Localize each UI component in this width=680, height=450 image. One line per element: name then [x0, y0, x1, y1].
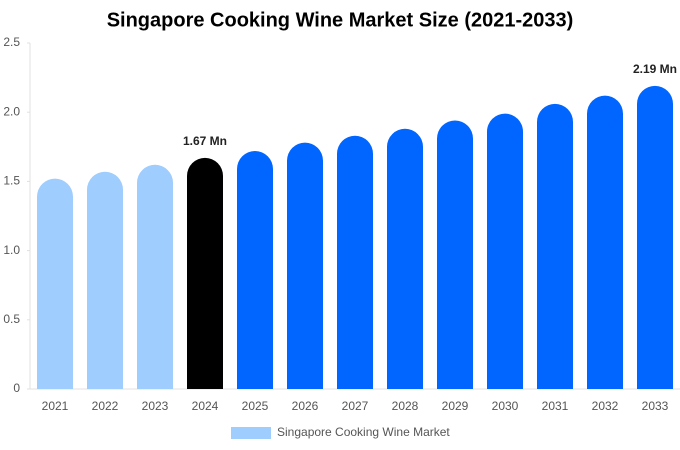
- value-label: 2.19 Mn: [633, 62, 677, 76]
- bar: [37, 178, 73, 389]
- y-tick-label: 1.5: [3, 174, 20, 188]
- x-tick-label: 2021: [42, 399, 69, 413]
- bar: [487, 113, 523, 390]
- x-tick-label: 2024: [192, 399, 219, 413]
- x-tick-label: 2026: [292, 399, 319, 413]
- x-tick-label: 2033: [642, 399, 669, 413]
- x-tick-label: 2025: [242, 399, 269, 413]
- bar: [337, 135, 373, 389]
- y-tick-label: 0.5: [3, 312, 20, 326]
- x-tick-label: 2023: [142, 399, 169, 413]
- bar: [187, 157, 223, 389]
- y-tick-label: 2.5: [3, 35, 20, 49]
- x-tick-label: 2027: [342, 399, 369, 413]
- x-tick-label: 2030: [492, 399, 519, 413]
- legend-swatch: [231, 427, 271, 439]
- x-tick-label: 2028: [392, 399, 419, 413]
- value-label: 1.67 Mn: [183, 134, 227, 148]
- bar: [237, 150, 273, 389]
- legend-label: Singapore Cooking Wine Market: [277, 425, 450, 439]
- x-tick-label: 2032: [592, 399, 619, 413]
- y-tick-label: 2.0: [3, 104, 20, 118]
- chart-title: Singapore Cooking Wine Market Size (2021…: [107, 9, 574, 31]
- bar: [387, 128, 423, 390]
- bar: [287, 142, 323, 389]
- x-tick-label: 2029: [442, 399, 469, 413]
- bar: [637, 85, 673, 390]
- bar: [437, 120, 473, 389]
- bar: [587, 95, 623, 389]
- bar: [137, 164, 173, 389]
- y-tick-label: 0: [13, 381, 20, 395]
- x-tick-label: 2031: [542, 399, 569, 413]
- bar: [537, 103, 573, 390]
- x-tick-label: 2022: [92, 399, 119, 413]
- bar: [87, 171, 123, 389]
- y-tick-label: 1.0: [3, 243, 20, 257]
